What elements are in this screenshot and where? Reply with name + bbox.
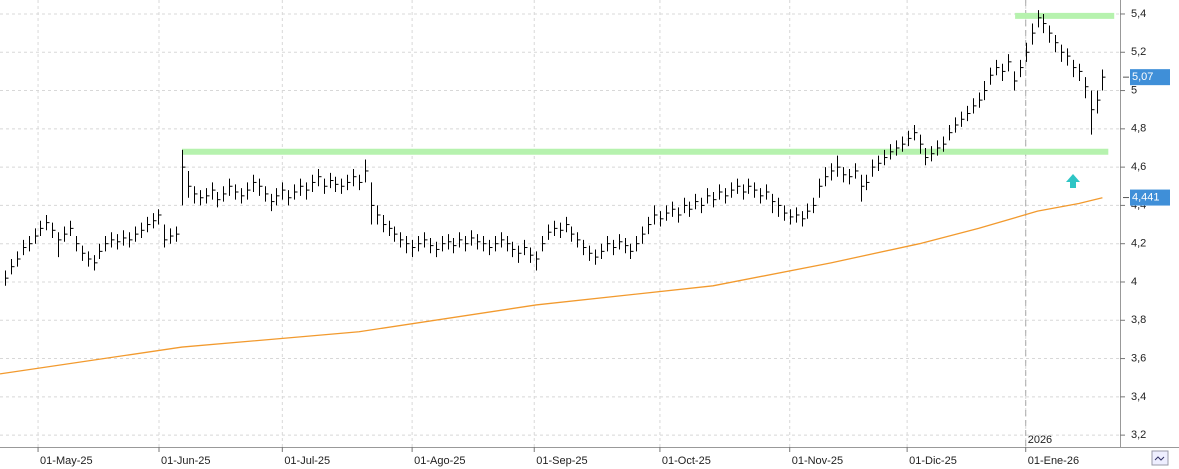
last-price-label: 5,07 bbox=[1132, 71, 1153, 83]
last-price-box bbox=[1130, 69, 1170, 86]
ma-last-label: 4,441 bbox=[1132, 191, 1160, 203]
x-tick-label: 01-Oct-25 bbox=[662, 455, 711, 467]
x-tick-label: 01-Ene-26 bbox=[1028, 455, 1079, 467]
y-tick-label: 4 bbox=[1131, 276, 1137, 288]
y-tick-label: 4,8 bbox=[1131, 123, 1146, 135]
x-tick-label: 01-May-25 bbox=[40, 455, 93, 467]
y-tick-label: 3,6 bbox=[1131, 352, 1146, 364]
y-tick-label: 3,8 bbox=[1131, 314, 1146, 326]
y-tick-label: 5,2 bbox=[1131, 46, 1146, 58]
x-tick-label: 01-Nov-25 bbox=[792, 455, 843, 467]
x-tick-label: 01-Jul-25 bbox=[284, 455, 330, 467]
x-tick-label: 01-Jun-25 bbox=[161, 455, 211, 467]
x-tick-label: 01-Dic-25 bbox=[909, 455, 957, 467]
up-arrow bbox=[1066, 174, 1080, 188]
ma-last-box bbox=[1130, 189, 1170, 206]
scroll-button[interactable] bbox=[1151, 450, 1169, 466]
year-label: 2026 bbox=[1028, 434, 1052, 446]
y-tick-label: 5 bbox=[1131, 84, 1137, 96]
x-tick-label: 01-Ago-25 bbox=[414, 455, 465, 467]
y-tick-label: 3,2 bbox=[1131, 429, 1146, 441]
y-tick-label: 5,4 bbox=[1131, 8, 1146, 20]
x-tick-label: 01-Sep-25 bbox=[536, 455, 587, 467]
y-tick-label: 4,2 bbox=[1131, 238, 1146, 250]
moving-average bbox=[0, 197, 1103, 375]
y-tick-label: 4,6 bbox=[1131, 161, 1146, 173]
scroll-icon bbox=[1154, 456, 1165, 461]
y-tick-label: 3,4 bbox=[1131, 391, 1146, 403]
